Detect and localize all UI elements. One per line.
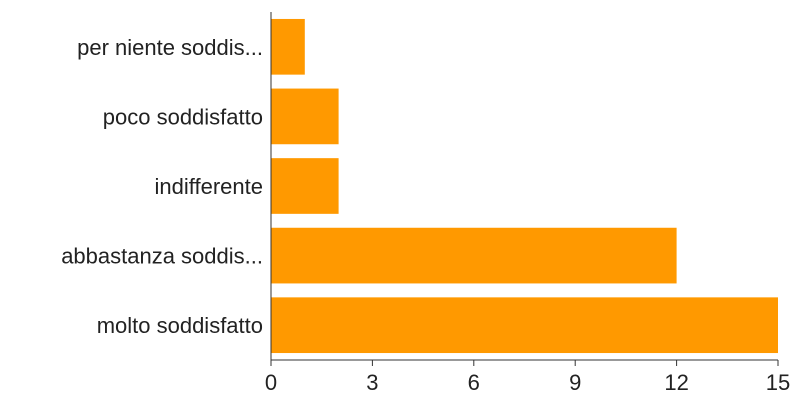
bar-3 bbox=[271, 227, 677, 284]
bar-0 bbox=[271, 18, 305, 75]
x-tick-label-3: 9 bbox=[569, 370, 581, 394]
x-tick-label-0: 0 bbox=[265, 370, 277, 394]
category-label-2: indifferente bbox=[155, 174, 263, 199]
category-label-1: poco soddisfatto bbox=[103, 104, 263, 129]
bar-1 bbox=[271, 88, 339, 145]
x-tick-label-4: 12 bbox=[664, 370, 688, 394]
category-label-4: molto soddisfatto bbox=[97, 313, 263, 338]
category-label-3: abbastanza soddis... bbox=[61, 244, 263, 269]
x-tick-label-2: 6 bbox=[468, 370, 480, 394]
x-axis-ticks: 0 3 6 9 12 15 bbox=[265, 360, 790, 394]
bar-2 bbox=[271, 158, 339, 214]
bars bbox=[271, 18, 778, 354]
x-tick-label-1: 3 bbox=[366, 370, 378, 394]
bar-4 bbox=[271, 297, 778, 354]
category-labels: per niente soddis... poco soddisfatto indi… bbox=[61, 35, 263, 338]
x-tick-label-5: 15 bbox=[766, 370, 790, 394]
category-label-0: per niente soddis... bbox=[77, 35, 263, 60]
